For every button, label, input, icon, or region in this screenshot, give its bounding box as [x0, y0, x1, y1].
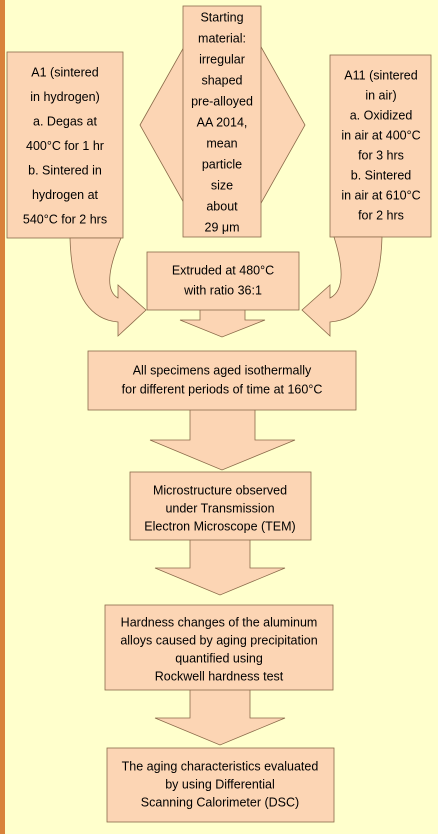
- node-text: a. Oxidized: [350, 108, 413, 122]
- node-text: mean: [206, 136, 237, 150]
- node-text: by using Differential: [165, 777, 275, 791]
- node-text: Starting: [200, 10, 243, 24]
- node-text: size: [211, 178, 233, 192]
- node-text: under Transmission: [165, 501, 274, 515]
- node-text: irregular: [199, 52, 245, 66]
- node-text: Scanning Calorimeter (DSC): [141, 795, 299, 809]
- node-text: pre-alloyed: [191, 94, 253, 108]
- curved-arrow: [69, 237, 147, 337]
- down-arrow: [179, 308, 266, 338]
- node-text: a. Degas at: [33, 114, 97, 128]
- aging-box: [87, 350, 357, 411]
- node-text: AA 2014,: [197, 115, 248, 129]
- node-text: b. Sintered: [351, 168, 412, 182]
- node-text: Electron Microscope (TEM): [144, 519, 295, 533]
- node-text: in air): [365, 88, 396, 102]
- node-text: in air at 400°C: [341, 128, 420, 142]
- node-text: about: [206, 199, 238, 213]
- node-text: hydrogen at: [32, 188, 99, 202]
- node-text: particle: [202, 157, 242, 171]
- down-arrow: [154, 688, 286, 746]
- node-text: alloys caused by aging precipitation: [120, 633, 317, 647]
- node-text: with ratio 36:1: [183, 283, 262, 297]
- node-text: All specimens aged isothermally: [133, 363, 312, 377]
- side-strip: [0, 0, 5, 834]
- extruded-box: [146, 251, 300, 311]
- node-text: material:: [198, 31, 246, 45]
- node-text: in air at 610°C: [341, 188, 420, 202]
- node-text: 29 μm: [205, 220, 240, 234]
- node-text: A1 (sintered: [31, 65, 98, 79]
- node-text: quantified using: [175, 651, 263, 665]
- node-text: shaped: [201, 73, 242, 87]
- a11-box: [329, 54, 432, 238]
- node-text: b. Sintered in: [28, 163, 102, 177]
- start-box: [182, 5, 262, 238]
- node-text: Rockwell hardness test: [155, 669, 284, 683]
- node-text: The aging characteristics evaluated: [122, 759, 319, 773]
- node-text: for 2 hrs: [358, 208, 404, 222]
- a1-box: [6, 51, 124, 239]
- node-text: A11 (sintered: [344, 68, 417, 82]
- down-arrow: [154, 538, 286, 596]
- down-arrow: [149, 408, 296, 471]
- curved-arrow: [301, 236, 383, 337]
- dsc-box: [106, 747, 335, 823]
- node-text: Microstructure observed: [153, 483, 287, 497]
- node-text: 400°C for 1 hr: [26, 139, 104, 153]
- node-text: Extruded at 480°C: [172, 263, 274, 277]
- node-text: for different periods of time at 160°C: [122, 382, 323, 396]
- node-text: 540°C for 2 hrs: [23, 212, 107, 226]
- node-text: for 3 hrs: [358, 148, 404, 162]
- hardness-box: [104, 604, 334, 691]
- node-text: Hardness changes of the aluminum: [121, 615, 318, 629]
- tem-box: [129, 471, 312, 541]
- node-text: in hydrogen): [30, 90, 100, 104]
